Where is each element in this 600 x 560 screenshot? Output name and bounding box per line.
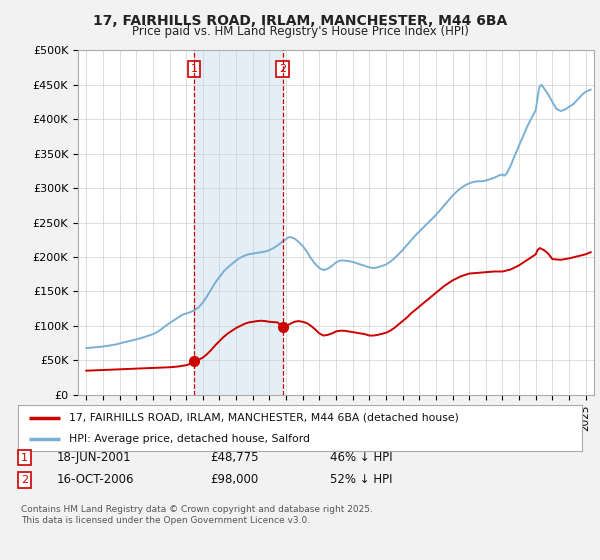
Text: 16-OCT-2006: 16-OCT-2006: [57, 473, 134, 487]
Text: 2: 2: [279, 64, 286, 74]
Text: 17, FAIRHILLS ROAD, IRLAM, MANCHESTER, M44 6BA (detached house): 17, FAIRHILLS ROAD, IRLAM, MANCHESTER, M…: [69, 413, 458, 423]
Text: 18-JUN-2001: 18-JUN-2001: [57, 451, 131, 464]
Text: Price paid vs. HM Land Registry's House Price Index (HPI): Price paid vs. HM Land Registry's House …: [131, 25, 469, 38]
Text: 1: 1: [190, 64, 197, 74]
Text: £98,000: £98,000: [210, 473, 258, 487]
Bar: [194, 50, 283, 395]
Text: HPI: Average price, detached house, Salford: HPI: Average price, detached house, Salf…: [69, 435, 310, 444]
Text: 17, FAIRHILLS ROAD, IRLAM, MANCHESTER, M44 6BA: 17, FAIRHILLS ROAD, IRLAM, MANCHESTER, M…: [93, 14, 507, 28]
Text: 1: 1: [21, 452, 28, 463]
Text: £48,775: £48,775: [210, 451, 259, 464]
Text: 52% ↓ HPI: 52% ↓ HPI: [330, 473, 392, 487]
Text: 2: 2: [21, 475, 28, 485]
Text: 46% ↓ HPI: 46% ↓ HPI: [330, 451, 392, 464]
Text: Contains HM Land Registry data © Crown copyright and database right 2025.
This d: Contains HM Land Registry data © Crown c…: [21, 505, 373, 525]
